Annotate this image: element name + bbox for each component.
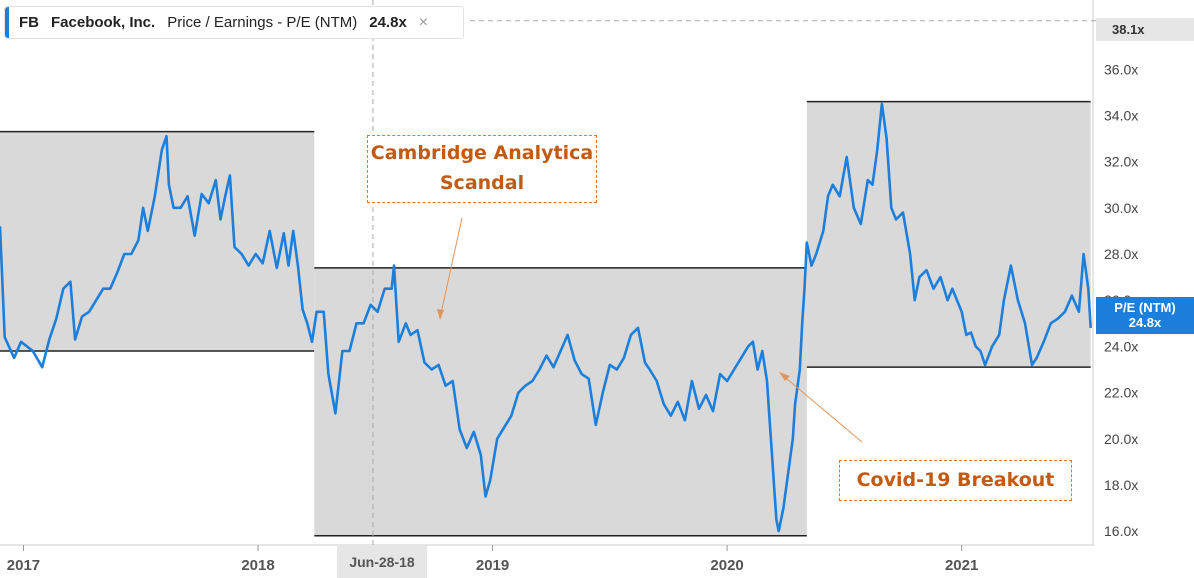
ticker-label: FB	[19, 14, 39, 31]
y-axis: 16.0x18.0x20.0x22.0x24.0x26.0x28.0x30.0x…	[1104, 61, 1138, 539]
y-tick-label: 32.0x	[1104, 154, 1138, 170]
metric-value: 24.8x	[369, 14, 407, 31]
legend-box: FB Facebook, Inc. Price / Earnings - P/E…	[4, 6, 464, 39]
cursor-date-readout: Jun-28-18	[337, 546, 427, 578]
close-icon[interactable]: ×	[418, 13, 429, 31]
x-tick-label: 2019	[476, 557, 509, 574]
chart-frame	[0, 0, 1094, 546]
x-tick-label: 2017	[7, 557, 40, 574]
x-axis: 2017 2018 2019 2020 2021	[7, 545, 978, 574]
metric-name: Price / Earnings - P/E (NTM)	[167, 14, 358, 31]
covid-annotation: Covid-19 Breakout	[839, 460, 1072, 501]
band-2	[314, 267, 807, 536]
cambridge-arrowhead	[437, 309, 444, 320]
current-value-readout: P/E (NTM) 24.8x	[1096, 297, 1194, 334]
y-tick-label: 30.0x	[1104, 200, 1138, 216]
y-tick-label: 16.0x	[1104, 523, 1138, 539]
y-tick-label: 24.0x	[1104, 338, 1138, 354]
covid-arrowhead	[779, 372, 790, 381]
cambridge-arrow	[439, 217, 463, 319]
y-tick-label: 36.0x	[1104, 61, 1138, 77]
company-name: Facebook, Inc.	[51, 14, 156, 31]
pe-series-line	[0, 102, 1092, 533]
y-tick-label: 18.0x	[1104, 477, 1138, 493]
band-1	[0, 131, 315, 352]
series-color-stripe	[5, 7, 9, 38]
current-label: P/E (NTM)	[1114, 300, 1176, 315]
band-3	[806, 101, 1091, 368]
x-tick-label: 2018	[241, 557, 274, 574]
covid-arrow	[780, 373, 863, 443]
y-tick-label: 22.0x	[1104, 385, 1138, 401]
max-value-readout: 38.1x	[1096, 18, 1194, 41]
y-tick-label: 28.0x	[1104, 246, 1138, 262]
current-value: 24.8x	[1128, 315, 1162, 330]
y-tick-label: 34.0x	[1104, 107, 1138, 123]
x-tick-label: 2021	[945, 557, 978, 574]
y-tick-label: 20.0x	[1104, 431, 1138, 447]
x-tick-label: 2020	[710, 557, 743, 574]
cambridge-annotation: Cambridge Analytica Scandal	[367, 135, 597, 203]
